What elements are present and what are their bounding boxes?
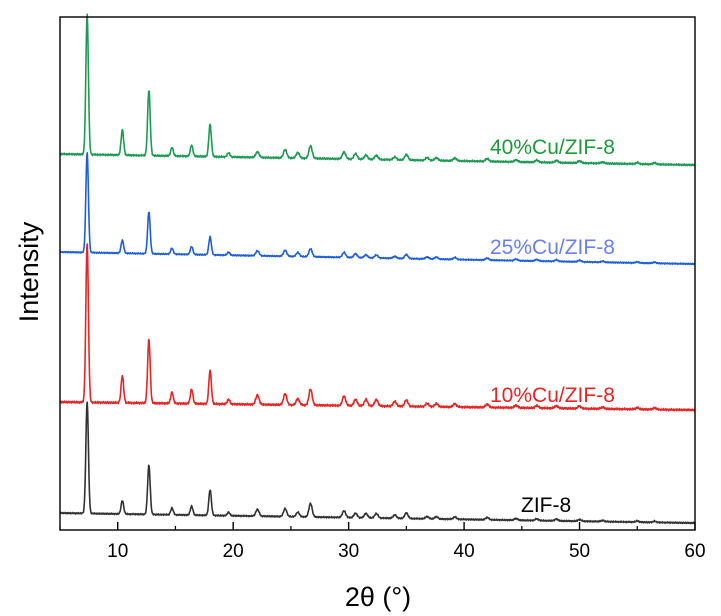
- x-tick-label: 60: [684, 541, 705, 562]
- series-label-10-cu-zif-8: 10%Cu/ZIF-8: [490, 384, 615, 407]
- series-label-25-cu-zif-8: 25%Cu/ZIF-8: [490, 236, 615, 259]
- series-label-zif-8: ZIF-8: [521, 494, 571, 517]
- series-line-40-cu-zif-8: [59, 13, 696, 167]
- x-tick-label: 40: [454, 541, 475, 562]
- x-axis-title: 2θ (°): [345, 582, 411, 612]
- y-axis-title: Intensity: [14, 221, 44, 322]
- x-tick-label: 50: [569, 541, 590, 562]
- traces-group: [59, 13, 696, 525]
- x-ticks-group: 10 20 30 40 50 60: [59, 522, 706, 562]
- x-tick-label: 20: [223, 541, 244, 562]
- series-line-10-cu-zif-8: [59, 243, 696, 412]
- series-label-40-cu-zif-8: 40%Cu/ZIF-8: [490, 136, 615, 159]
- x-tick-label: 10: [107, 541, 128, 562]
- series-line-25-cu-zif-8: [59, 152, 696, 266]
- series-line-zif-8: [59, 401, 696, 525]
- series-labels-group: ZIF-8 10%Cu/ZIF-8 25%Cu/ZIF-8 40%Cu/ZIF-8: [490, 136, 615, 517]
- x-tick-label: 30: [338, 541, 359, 562]
- plot-frame: [59, 16, 696, 531]
